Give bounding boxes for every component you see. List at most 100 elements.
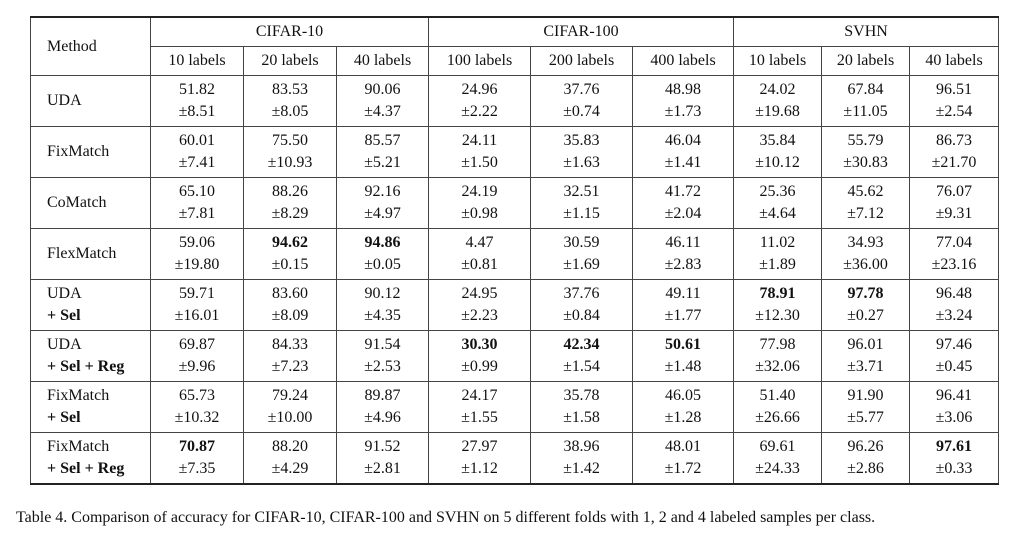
value-cell: 90.06 ±4.37 (335, 75, 430, 127)
group-header: CIFAR-10 (149, 16, 430, 47)
value-cell: 42.34 ±1.54 (530, 330, 634, 382)
mean: 69.61 (759, 438, 796, 455)
method-line: UDA (47, 92, 82, 109)
std: ±0.45 (935, 358, 973, 375)
std: ±8.09 (271, 307, 309, 324)
value-cell: 69.87 ±9.96 (150, 330, 244, 382)
std: ±0.74 (563, 103, 600, 120)
value-cell: 88.20 ±4.29 (243, 432, 337, 485)
column-header: 40 labels (335, 46, 430, 76)
std: ±0.98 (461, 205, 498, 222)
mean: 91.90 (847, 387, 884, 404)
mean: 96.48 (936, 285, 973, 302)
value-cell: 75.50 ±10.93 (243, 126, 337, 178)
value-cell: 91.54 ±2.53 (335, 330, 430, 382)
value-cell: 86.73 ±21.70 (909, 126, 1000, 178)
std: ±1.41 (664, 154, 702, 171)
column-header: 100 labels (428, 46, 532, 76)
table-row: UDA + Sel + Reg 69.87 ±9.96 84.33 ±7.23 91.54 ±… (30, 330, 1000, 382)
value-cell: 35.84 ±10.12 (733, 126, 823, 178)
std: ±1.72 (664, 460, 702, 477)
mean: 24.17 (461, 387, 498, 404)
value-cell: 76.07 ±9.31 (909, 177, 1000, 229)
value-cell: 96.48 ±3.24 (909, 279, 1000, 331)
mean: 38.96 (563, 438, 600, 455)
value-cell: 48.01 ±1.72 (632, 432, 735, 485)
method-line: UDA (47, 336, 82, 353)
std: ±3.71 (847, 358, 884, 375)
method-line: CoMatch (47, 194, 107, 211)
column-header: 10 labels (150, 46, 244, 76)
column-header: 40 labels (909, 46, 1000, 76)
std: ±7.81 (178, 205, 216, 222)
value-cell: 97.61 ±0.33 (909, 432, 1000, 485)
method-line: + Sel + Reg (47, 460, 125, 477)
value-cell: 59.06 ±19.80 (150, 228, 244, 280)
value-cell: 97.46 ±0.45 (909, 330, 1000, 382)
value-cell: 83.53 ±8.05 (243, 75, 337, 127)
mean: 35.84 (759, 132, 796, 149)
table-row: FlexMatch 59.06 ±19.80 94.62 ±0.15 94.86 ±0.05… (30, 228, 1000, 280)
table-row: FixMatch 60.01 ±7.41 75.50 ±10.93 85.57 ±5.21 2… (30, 126, 1000, 178)
value-cell: 51.40 ±26.66 (733, 381, 823, 433)
method-line: + Sel (47, 307, 81, 324)
value-cell: 37.76 ±0.84 (530, 279, 634, 331)
mean: 94.86 (364, 234, 401, 251)
mean: 67.84 (847, 81, 884, 98)
mean: 55.79 (847, 132, 884, 149)
mean: 77.98 (759, 336, 796, 353)
std: ±1.42 (563, 460, 600, 477)
method-cell: FixMatch (30, 126, 151, 178)
mean: 48.01 (665, 438, 702, 455)
std: ±3.24 (935, 307, 973, 324)
std: ±8.05 (271, 103, 309, 120)
mean: 88.26 (272, 183, 308, 200)
mean: 41.72 (665, 183, 702, 200)
mean: 37.76 (563, 81, 600, 98)
mean: 65.73 (179, 387, 215, 404)
value-cell: 78.91 ±12.30 (733, 279, 823, 331)
mean: 25.36 (759, 183, 796, 200)
value-cell: 79.24 ±10.00 (243, 381, 337, 433)
column-header: 20 labels (243, 46, 337, 76)
std: ±2.86 (847, 460, 884, 477)
mean: 35.83 (563, 132, 600, 149)
mean: 24.02 (759, 81, 796, 98)
value-cell: 32.51 ±1.15 (530, 177, 634, 229)
value-cell: 84.33 ±7.23 (243, 330, 337, 382)
mean: 89.87 (364, 387, 401, 404)
value-cell: 38.96 ±1.42 (530, 432, 634, 485)
value-cell: 94.62 ±0.15 (243, 228, 337, 280)
std: ±1.77 (664, 307, 702, 324)
std: ±36.00 (843, 256, 888, 273)
method-cell: FixMatch + Sel + Reg (30, 432, 151, 485)
mean: 4.47 (465, 234, 494, 251)
std: ±23.16 (931, 256, 977, 273)
value-cell: 35.78 ±1.58 (530, 381, 634, 433)
value-cell: 69.61 ±24.33 (733, 432, 823, 485)
method-cell: UDA + Sel + Reg (30, 330, 151, 382)
value-cell: 94.86 ±0.05 (335, 228, 430, 280)
mean: 94.62 (272, 234, 308, 251)
std: ±8.29 (271, 205, 309, 222)
value-cell: 4.47 ±0.81 (428, 228, 532, 280)
results-table: Method CIFAR-10 CIFAR-100 SVHN 10 labels 20 l… (30, 16, 1000, 485)
mean: 37.76 (563, 285, 600, 302)
table-row: FixMatch + Sel + Reg 70.87 ±7.35 88.20 ±4.29 9… (30, 432, 1000, 485)
value-cell: 85.57 ±5.21 (335, 126, 430, 178)
std: ±26.66 (755, 409, 800, 426)
value-cell: 48.98 ±1.73 (632, 75, 735, 127)
value-cell: 24.96 ±2.22 (428, 75, 532, 127)
table-row: UDA 51.82 ±8.51 83.53 ±8.05 90.06 ±4.37 24.96 ±2… (30, 75, 1000, 127)
std: ±8.51 (178, 103, 216, 120)
value-cell: 49.11 ±1.77 (632, 279, 735, 331)
mean: 97.46 (936, 336, 973, 353)
std: ±1.50 (461, 154, 498, 171)
mean: 86.73 (936, 132, 973, 149)
value-cell: 30.59 ±1.69 (530, 228, 634, 280)
mean: 30.30 (461, 336, 498, 353)
std: ±10.93 (267, 154, 313, 171)
column-header: 200 labels (530, 46, 634, 76)
mean: 85.57 (364, 132, 401, 149)
